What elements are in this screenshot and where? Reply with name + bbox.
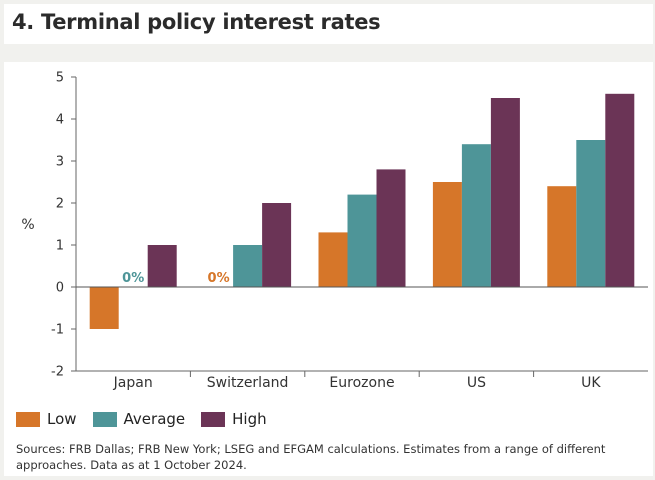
legend-item-low: Low [16, 410, 77, 428]
y-tick-label: 0 [56, 281, 64, 296]
x-tick-label-eurozone: Eurozone [329, 375, 394, 391]
bar-us-average [461, 144, 491, 287]
legend-label-high: High [232, 410, 267, 428]
bar-eurozone-high [376, 169, 406, 287]
bar-switzerland-high [262, 203, 292, 287]
bar-uk-high [605, 93, 635, 287]
legend-item-high: High [201, 410, 267, 428]
y-tick-label: 1 [56, 239, 64, 254]
y-tick-label: -1 [51, 323, 64, 338]
bar-us-high [490, 98, 520, 287]
bar-eurozone-average [347, 194, 377, 287]
bar-japan-low [89, 287, 119, 329]
y-axis-label: % [21, 217, 34, 233]
legend: Low Average High [16, 409, 283, 429]
chart-title: 4. Terminal policy interest rates [12, 10, 381, 34]
legend-swatch-low [16, 411, 40, 427]
bar-switzerland-average [233, 245, 263, 287]
source-note: Sources: FRB Dallas; FRB New York; LSEG … [16, 442, 606, 472]
y-tick-label: 4 [56, 113, 64, 128]
x-tick-label-us: US [467, 375, 486, 391]
y-tick-label: 3 [56, 155, 64, 170]
x-tick-label-japan: Japan [113, 375, 153, 391]
bar-uk-low [547, 186, 577, 287]
bar-uk-average [576, 140, 606, 287]
y-tick-label: 5 [56, 71, 64, 86]
y-tick-label: -2 [51, 365, 64, 380]
y-tick-label: 2 [56, 197, 64, 212]
annotation-japan-average: 0% [122, 271, 144, 286]
title-bar: 4. Terminal policy interest rates [4, 4, 653, 44]
x-tick-label-uk: UK [581, 375, 601, 391]
legend-label-low: Low [47, 410, 77, 428]
x-tick-label-switzerland: Switzerland [207, 375, 289, 391]
legend-label-average: Average [123, 410, 186, 428]
legend-swatch-high [201, 411, 226, 427]
bar-japan-high [147, 245, 177, 287]
bar-us-low [432, 182, 462, 287]
bar-eurozone-low [318, 232, 348, 287]
legend-item-average: Average [92, 410, 186, 428]
annotation-switzerland-low: 0% [208, 271, 230, 286]
legend-swatch-average [92, 411, 117, 427]
